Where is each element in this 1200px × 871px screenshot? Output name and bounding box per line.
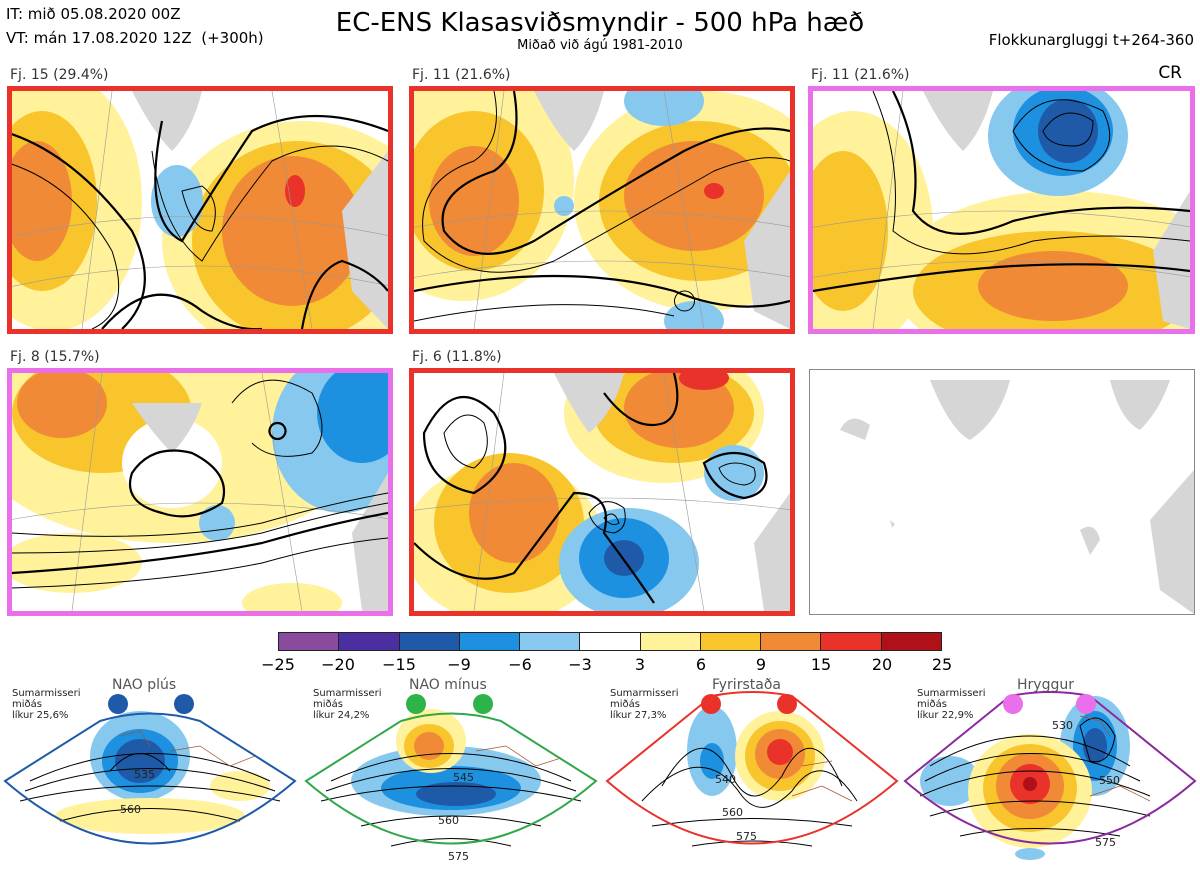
cluster-nao-plus-dot bbox=[108, 694, 128, 714]
cluster-nao-plus-note: Sumarmisseri miðás líkur 25,6% bbox=[12, 688, 81, 721]
scenario-map-2 bbox=[409, 86, 795, 334]
contour-label: 530 bbox=[1052, 719, 1073, 732]
panel-1-label: Fj. 15 (29.4%) bbox=[10, 67, 109, 83]
colorbar-tick: −15 bbox=[382, 655, 416, 674]
colorbar-tick: 20 bbox=[871, 655, 893, 674]
colorbar-tick: 9 bbox=[755, 655, 767, 674]
colorbar-bin-5 bbox=[520, 633, 581, 650]
cluster-nao-minus-note: Sumarmisseri miðás líkur 24,2% bbox=[313, 688, 382, 721]
colorbar-tick: 15 bbox=[810, 655, 832, 674]
cluster-hryggur-dot bbox=[1076, 694, 1096, 714]
cluster-fyrirstada-name: Fyrirstaða bbox=[712, 677, 781, 693]
cluster-nao-plus-name: NAO plús bbox=[112, 677, 177, 693]
colorbar-bin-10 bbox=[821, 633, 882, 650]
cluster-hryggur-dot bbox=[1003, 694, 1023, 714]
colorbar-tick: 25 bbox=[931, 655, 953, 674]
contour-label: 540 bbox=[715, 773, 736, 786]
page-subtitle: Miðað við ágú 1981-2010 bbox=[517, 38, 683, 53]
cluster-fyrirstada-dot bbox=[777, 694, 797, 714]
colorbar-bin-2 bbox=[339, 633, 400, 650]
panel-4-label: Fj. 8 (15.7%) bbox=[10, 349, 100, 365]
scenario-map-4 bbox=[7, 368, 393, 616]
scenario-map-1 bbox=[7, 86, 393, 334]
initial-time: IT: mið 05.08.2020 00Z bbox=[6, 5, 181, 23]
scenario-map-5 bbox=[409, 368, 795, 616]
colorbar-tick: −20 bbox=[321, 655, 355, 674]
colorbar bbox=[278, 632, 942, 651]
contour-label: 575 bbox=[736, 830, 757, 843]
empty-base-map bbox=[809, 369, 1195, 615]
contour-label: 560 bbox=[722, 806, 743, 819]
colorbar-bin-11 bbox=[881, 633, 941, 650]
colorbar-bin-3 bbox=[399, 633, 460, 650]
contour-label: 550 bbox=[1099, 774, 1120, 787]
page-title: EC-ENS Klasasviðsmyndir - 500 hPa hæð bbox=[335, 8, 865, 38]
contour-label: 560 bbox=[438, 814, 459, 827]
cluster-fyrirstada: Sumarmisseri miðás líkur 27,3% Fyrirstað… bbox=[602, 676, 902, 871]
cluster-hryggur-note: Sumarmisseri miðás líkur 22,9% bbox=[917, 688, 986, 721]
colorbar-tick: −6 bbox=[508, 655, 532, 674]
contour-label: 545 bbox=[453, 771, 474, 784]
colorbar-tick: 6 bbox=[695, 655, 707, 674]
colorbar-tick: −25 bbox=[261, 655, 295, 674]
valid-time: VT: mán 17.08.2020 12Z (+300h) bbox=[6, 29, 264, 47]
colorbar-tick: −3 bbox=[568, 655, 592, 674]
panel-5-label: Fj. 6 (11.8%) bbox=[412, 349, 502, 365]
panel-3-label: Fj. 11 (21.6%) bbox=[811, 67, 910, 83]
classification-window: Flokkunargluggi t+264-360 bbox=[988, 31, 1194, 49]
contour-label: 560 bbox=[120, 803, 141, 816]
colorbar-bin-9 bbox=[761, 633, 822, 650]
cluster-nao-minus-dot bbox=[406, 694, 426, 714]
cluster-nao-plus-dot bbox=[174, 694, 194, 714]
cluster-fyrirstada-note: Sumarmisseri miðás líkur 27,3% bbox=[610, 688, 679, 721]
colorbar-tick: 3 bbox=[634, 655, 646, 674]
colorbar-bin-1 bbox=[279, 633, 340, 650]
cluster-fyrirstada-dot bbox=[701, 694, 721, 714]
cluster-nao-plus: Sumarmisseri miðás líkur 25,6% NAO plús … bbox=[0, 676, 300, 871]
scenario-map-3 bbox=[808, 86, 1195, 334]
cr-label: CR bbox=[1158, 63, 1182, 83]
cluster-nao-minus: Sumarmisseri miðás líkur 24,2% NAO mínus… bbox=[301, 676, 601, 871]
contour-label: 575 bbox=[448, 850, 469, 863]
cluster-nao-minus-dot bbox=[473, 694, 493, 714]
cluster-hryggur: Sumarmisseri miðás líkur 22,9% Hryggur 5… bbox=[900, 676, 1200, 871]
contour-label: 535 bbox=[134, 768, 155, 781]
colorbar-bin-7 bbox=[640, 633, 701, 650]
cluster-nao-minus-name: NAO mínus bbox=[409, 677, 487, 693]
colorbar-bin-6 bbox=[580, 633, 641, 650]
panel-2-label: Fj. 11 (21.6%) bbox=[412, 67, 511, 83]
contour-label: 575 bbox=[1095, 836, 1116, 849]
colorbar-bin-8 bbox=[700, 633, 762, 650]
colorbar-bin-4 bbox=[459, 633, 521, 650]
cluster-hryggur-name: Hryggur bbox=[1017, 677, 1074, 693]
colorbar-tick: −9 bbox=[447, 655, 471, 674]
